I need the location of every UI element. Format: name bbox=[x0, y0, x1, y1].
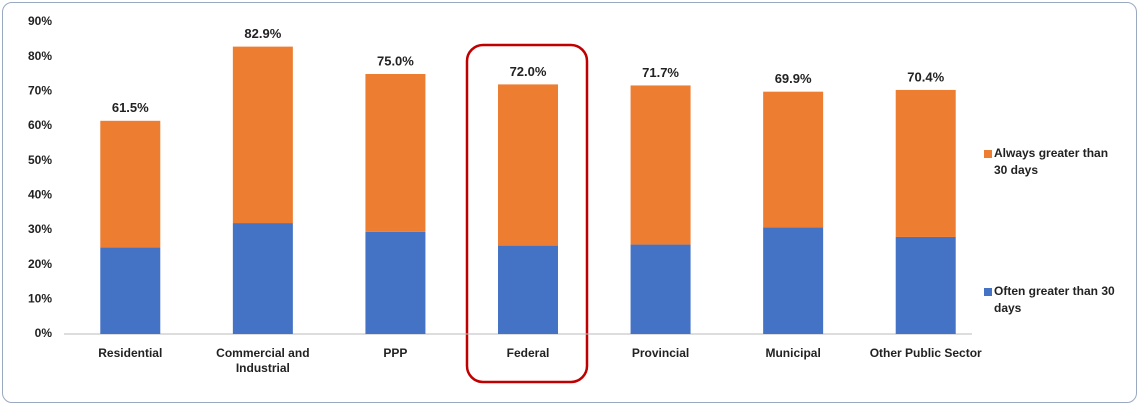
x-tick-label: Municipal bbox=[765, 346, 821, 360]
total-label: 69.9% bbox=[775, 71, 812, 86]
y-tick-label: 20% bbox=[28, 257, 52, 271]
frame bbox=[2, 2, 1137, 403]
y-tick-label: 10% bbox=[28, 292, 52, 306]
bar-segment bbox=[100, 247, 161, 334]
x-tick-label: Other Public Sector bbox=[869, 346, 982, 360]
x-tick-label: Residential bbox=[98, 346, 163, 360]
y-tick-label: 60% bbox=[28, 118, 52, 132]
y-tick-label: 0% bbox=[35, 326, 53, 340]
legend-swatch bbox=[984, 150, 992, 158]
bar-segment bbox=[895, 89, 956, 237]
y-tick-label: 40% bbox=[28, 188, 52, 202]
legend-label: Always greater than 30 days bbox=[994, 146, 1109, 177]
bar-segment bbox=[232, 223, 293, 334]
highlight-box bbox=[465, 43, 589, 384]
legend-swatch bbox=[984, 288, 992, 296]
x-tick-label: Commercial and Industrial bbox=[216, 346, 310, 375]
total-label: 71.7% bbox=[642, 65, 679, 80]
bar-segment bbox=[232, 46, 293, 224]
y-tick-label: 70% bbox=[28, 84, 52, 98]
y-tick-label: 50% bbox=[28, 153, 52, 167]
x-tick-label: Provincial bbox=[631, 346, 690, 360]
legend-label: Often greater than 30 days bbox=[994, 284, 1115, 315]
x-tick-label: Federal bbox=[506, 346, 550, 360]
total-label: 82.9% bbox=[244, 26, 281, 41]
total-label: 72.0% bbox=[510, 64, 547, 79]
bar-segment bbox=[365, 231, 426, 334]
total-label: 61.5% bbox=[112, 100, 149, 115]
bar-segment bbox=[630, 244, 691, 334]
x-tick-label: PPP bbox=[383, 346, 408, 360]
y-tick-label: 80% bbox=[28, 49, 52, 63]
bar-segment bbox=[498, 84, 558, 246]
y-tick-label: 90% bbox=[28, 14, 52, 28]
total-label: 75.0% bbox=[377, 53, 414, 68]
bar-segment bbox=[763, 91, 824, 228]
bar-segment bbox=[763, 227, 824, 334]
y-tick-label: 30% bbox=[28, 222, 52, 236]
bar-segment bbox=[895, 236, 956, 334]
bar-segment bbox=[630, 85, 691, 245]
bar-segment bbox=[498, 245, 558, 334]
total-label: 70.4% bbox=[907, 69, 944, 84]
bar-segment bbox=[100, 120, 161, 248]
bar-segment bbox=[365, 74, 426, 232]
